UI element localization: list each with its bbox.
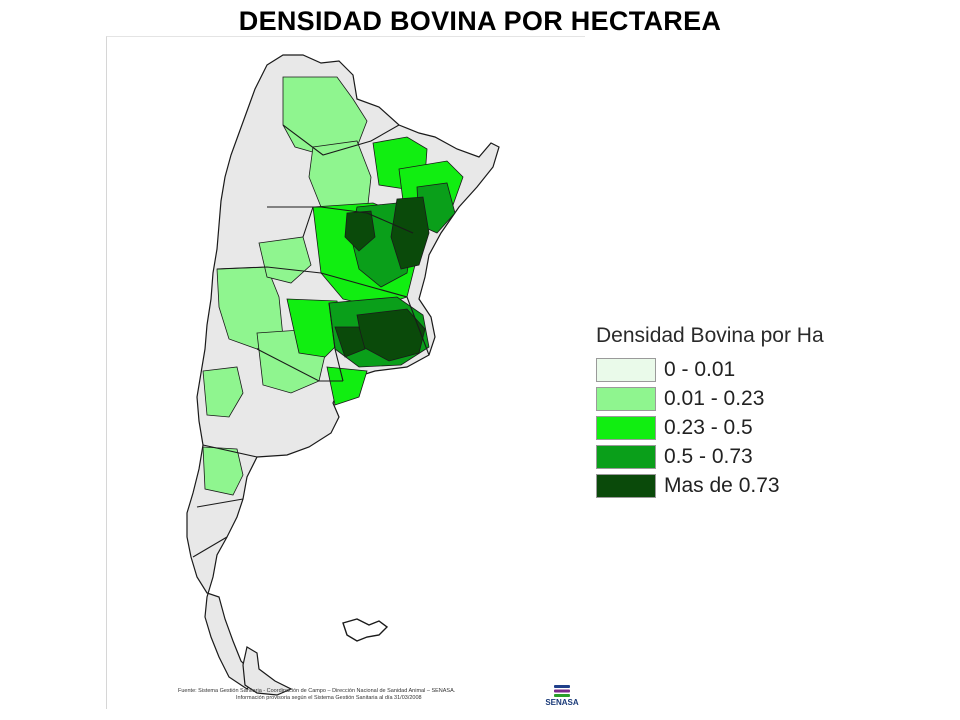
map-legend: Densidad Bovina por Ha 0 - 0.01 0.01 - 0… [584,318,854,516]
argentina-map[interactable] [107,37,585,709]
legend-item: Mas de 0.73 [596,474,846,500]
legend-item: 0.01 - 0.23 [596,387,846,413]
senasa-logo: SENASA [540,684,584,718]
senasa-logo-icon [554,685,570,697]
legend-swatch [596,474,656,498]
region-top-1 [390,196,430,270]
province-boundaries [192,124,430,558]
legend-label: 0.5 - 0.73 [664,445,753,468]
source-line-2: Información provisoria según el Sistema … [236,695,422,701]
legend-item: 0 - 0.01 [596,358,846,384]
region-top-2 [344,210,376,252]
map-panel [106,36,585,709]
map-title: DENSIDAD BOVINA POR HECTAREA [238,6,722,36]
legend-label: 0.23 - 0.5 [664,416,753,439]
tierra-del-fuego [242,646,293,696]
legend-swatch [596,358,656,382]
malvinas-islands [342,618,389,642]
source-note: Fuente: Sistema Gestión Sanitaria - Coor… [178,688,538,702]
legend-title: Densidad Bovina por Ha [596,324,824,347]
region-low-5 [202,366,244,418]
logo-text: SENASA [545,698,579,707]
legend-item: 0.5 - 0.73 [596,445,846,471]
region-mid-5 [326,366,368,406]
legend-swatch [596,416,656,440]
legend-swatch [596,445,656,469]
legend-swatch [596,387,656,411]
region-low-6 [202,446,244,496]
region-low-7 [258,236,312,284]
source-line-1: Fuente: Sistema Gestión Sanitaria - Coor… [178,688,456,694]
legend-label: 0.01 - 0.23 [664,387,765,410]
legend-label: 0 - 0.01 [664,358,736,381]
region-top-4 [334,326,366,358]
legend-item: 0.23 - 0.5 [596,416,846,442]
legend-label: Mas de 0.73 [664,474,780,497]
